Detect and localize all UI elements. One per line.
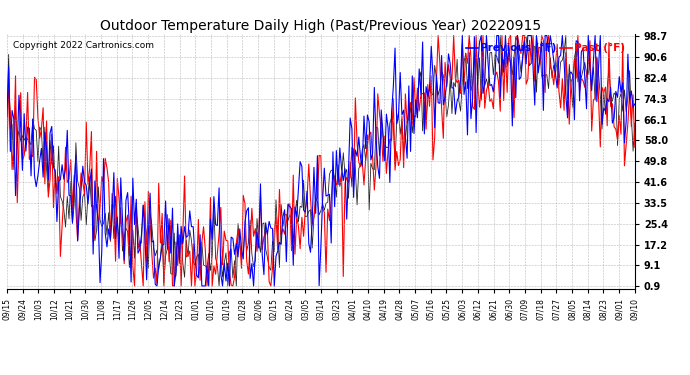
Legend: Previous (°F), Past (°F): Previous (°F), Past (°F) [462,39,629,57]
Text: Copyright 2022 Cartronics.com: Copyright 2022 Cartronics.com [13,41,154,50]
Title: Outdoor Temperature Daily High (Past/Previous Year) 20220915: Outdoor Temperature Daily High (Past/Pre… [100,19,542,33]
